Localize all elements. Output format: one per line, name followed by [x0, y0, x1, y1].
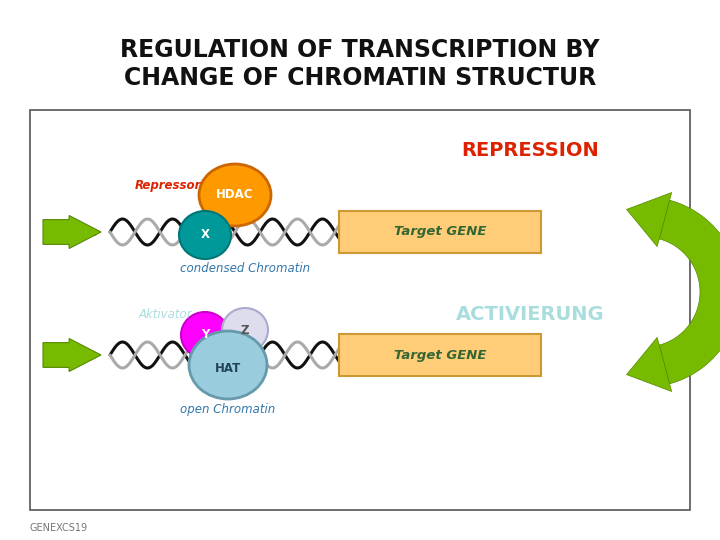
- Text: ACTIVIERUNG: ACTIVIERUNG: [456, 306, 604, 325]
- Text: Y: Y: [201, 328, 210, 341]
- Text: Z: Z: [240, 323, 249, 336]
- Text: Target GENE: Target GENE: [394, 226, 486, 239]
- Text: REGULATION OF TRANSCRIPTION BY: REGULATION OF TRANSCRIPTION BY: [120, 38, 600, 62]
- FancyBboxPatch shape: [339, 334, 541, 376]
- Polygon shape: [626, 338, 672, 392]
- Ellipse shape: [199, 164, 271, 226]
- Polygon shape: [660, 200, 720, 384]
- Text: open Chromatin: open Chromatin: [181, 403, 276, 416]
- Text: Repressor: Repressor: [135, 179, 201, 192]
- Text: HDAC: HDAC: [216, 188, 253, 201]
- Text: condensed Chromatin: condensed Chromatin: [180, 261, 310, 274]
- Text: REPRESSION: REPRESSION: [461, 140, 599, 159]
- FancyBboxPatch shape: [339, 211, 541, 253]
- Text: HAT: HAT: [215, 361, 241, 375]
- Text: Target GENE: Target GENE: [394, 348, 486, 361]
- Polygon shape: [43, 215, 101, 248]
- Text: CHANGE OF CHROMATIN STRUCTUR: CHANGE OF CHROMATIN STRUCTUR: [124, 66, 596, 90]
- Text: X: X: [200, 228, 210, 241]
- Ellipse shape: [181, 312, 229, 358]
- Ellipse shape: [189, 331, 267, 399]
- Text: GENEXCS19: GENEXCS19: [30, 523, 88, 533]
- Polygon shape: [43, 339, 101, 372]
- Polygon shape: [626, 192, 672, 247]
- Ellipse shape: [222, 308, 268, 352]
- FancyBboxPatch shape: [30, 110, 690, 510]
- Text: Aktivator: Aktivator: [138, 308, 192, 321]
- Ellipse shape: [179, 211, 231, 259]
